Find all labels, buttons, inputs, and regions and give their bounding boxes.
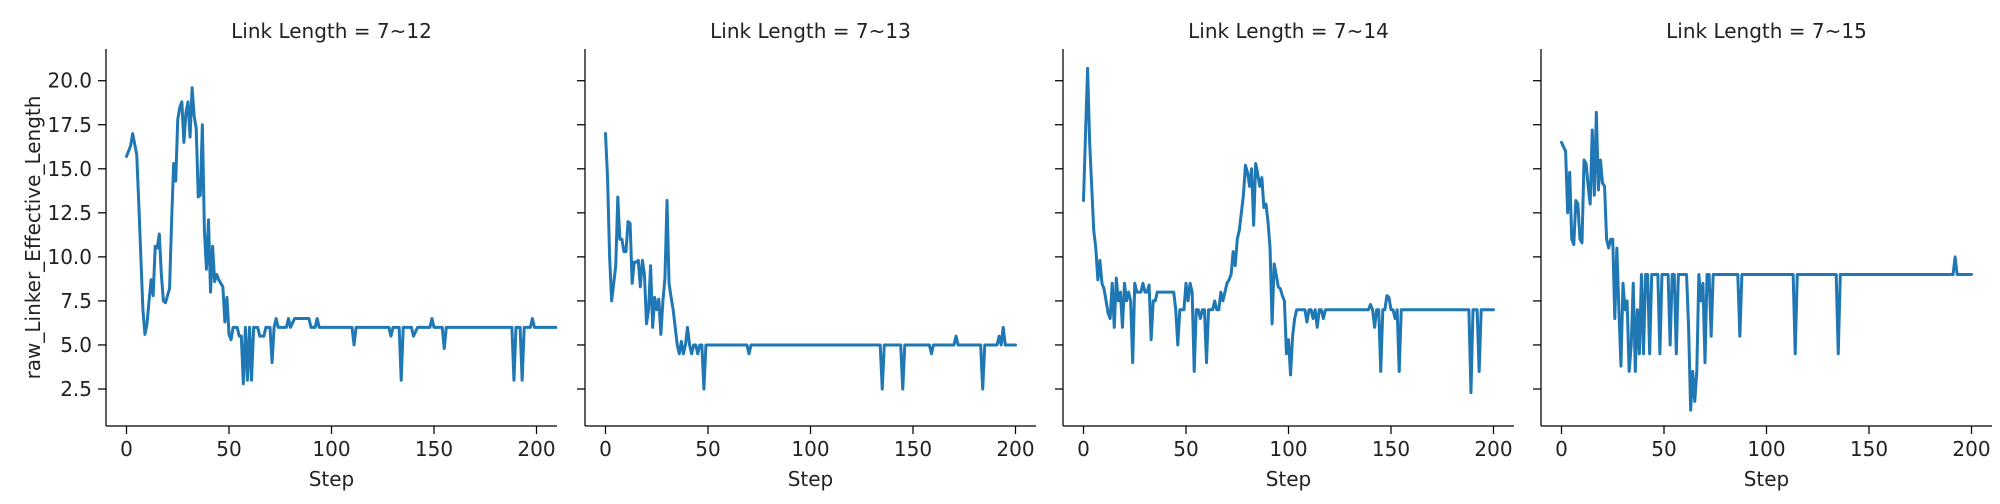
facet-panel-3: Link Length = 7~14 0 50 100 150 200 Step: [1055, 19, 1514, 491]
facet-panel-2: Link Length = 7~13 0 50 100 150 200 Step: [577, 19, 1036, 491]
x-tick-label: 50: [216, 437, 241, 461]
x-axis-label: Step: [309, 467, 355, 491]
y-axis-label: raw_Linker_Effective_Length: [21, 96, 45, 380]
x-tick-label: 150: [1850, 437, 1888, 461]
panel-title: Link Length = 7~14: [1188, 19, 1389, 43]
x-tick-label: 50: [1173, 437, 1198, 461]
x-tick-label: 0: [120, 437, 133, 461]
panel-title: Link Length = 7~15: [1666, 19, 1867, 43]
y-tick-label: 7.5: [60, 289, 92, 313]
panel-title: Link Length = 7~13: [710, 19, 911, 43]
facet-panel-1: Link Length = 7~12 2.5 5.0 7.5 10.0 12.5 15.0 1…: [47, 19, 557, 491]
x-tick-label: 50: [695, 437, 720, 461]
x-tick-label: 0: [1077, 437, 1090, 461]
y-tick-label: 5.0: [60, 333, 92, 357]
x-tick-label: 50: [1651, 437, 1676, 461]
x-tick-label: 0: [599, 437, 612, 461]
series-line: [125, 86, 557, 386]
x-tick-label: 200: [517, 437, 555, 461]
x-tick-label: 150: [894, 437, 932, 461]
facet-panel-4: Link Length = 7~15 0 50 100 150 200 Step: [1533, 19, 1992, 491]
x-tick-label: 150: [1372, 437, 1410, 461]
y-tick-label: 2.5: [60, 377, 92, 401]
x-tick-label: 200: [1952, 437, 1990, 461]
x-tick-label: 100: [312, 437, 350, 461]
x-tick-label: 200: [996, 437, 1034, 461]
x-tick-label: 100: [1269, 437, 1307, 461]
series-line: [1082, 66, 1495, 395]
x-tick-label: 100: [791, 437, 829, 461]
panel-title: Link Length = 7~12: [231, 19, 432, 43]
series-line: [1560, 110, 1973, 412]
y-tick-label: 12.5: [47, 201, 92, 225]
y-tick-label: 10.0: [47, 245, 92, 269]
x-tick-label: 100: [1747, 437, 1785, 461]
x-tick-label: 0: [1555, 437, 1568, 461]
x-tick-label: 150: [415, 437, 453, 461]
y-tick-label: 15.0: [47, 157, 92, 181]
x-axis-label: Step: [1744, 467, 1790, 491]
x-tick-label: 200: [1474, 437, 1512, 461]
x-axis-label: Step: [1266, 467, 1312, 491]
x-axis-label: Step: [788, 467, 834, 491]
y-tick-label: 17.5: [47, 113, 92, 137]
y-tick-label: 20.0: [47, 69, 92, 93]
series-line: [604, 132, 1017, 391]
